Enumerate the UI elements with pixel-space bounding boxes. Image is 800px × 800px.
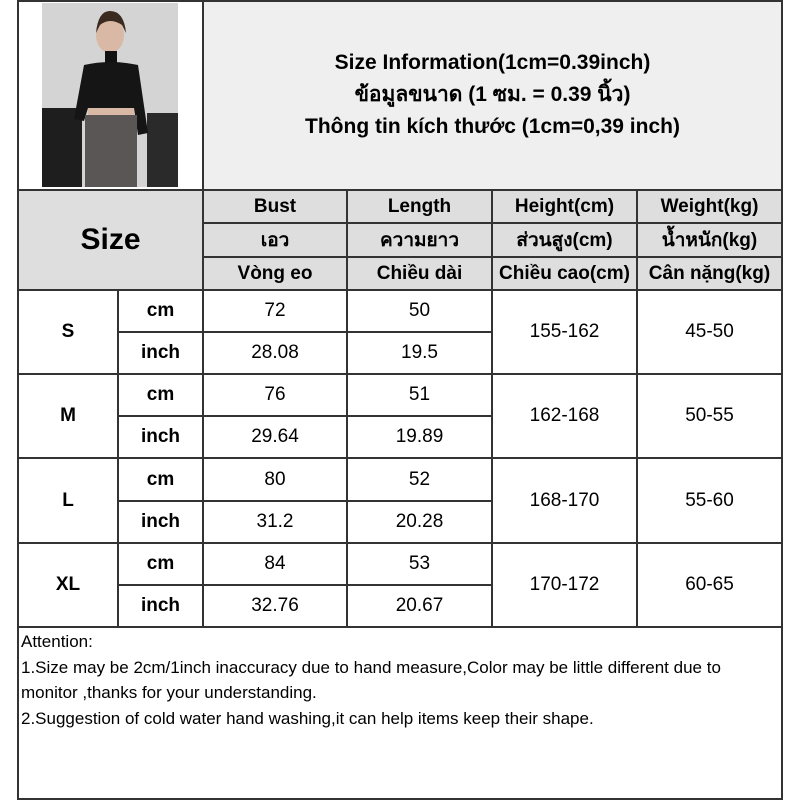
grid-line xyxy=(118,500,492,502)
bust-inch: 31.2 xyxy=(256,511,294,532)
grid-line xyxy=(17,457,783,459)
attention-note-2: 2.Suggestion of cold water hand washing,… xyxy=(21,708,594,728)
unit-label-cm: cm xyxy=(146,468,175,490)
unit-label-cm: cm xyxy=(146,553,175,574)
unit-label-cm: cm xyxy=(146,300,175,321)
length-inch: 19.89 xyxy=(395,426,444,447)
weight-range: 50-55 xyxy=(685,405,734,426)
length-inch: 19.5 xyxy=(401,342,438,363)
bust-cm: 72 xyxy=(264,300,286,321)
size-header: Size xyxy=(18,190,203,290)
length-cm: 50 xyxy=(408,300,431,321)
grid-line xyxy=(17,626,783,628)
column-header-th: น้ำหนัก(kg) xyxy=(637,223,782,257)
grid-line xyxy=(636,190,638,627)
column-header-th: ส่วนสูง(cm) xyxy=(492,223,637,257)
bust-cm: 84 xyxy=(264,553,286,574)
height-range: 170-172 xyxy=(529,574,600,595)
unit-label-inch: inch xyxy=(140,426,181,447)
column-header-th: เอว xyxy=(203,223,347,257)
size-label: M xyxy=(60,405,76,426)
attention-heading: Attention: xyxy=(21,632,93,651)
column-header-en: Height(cm) xyxy=(492,190,637,223)
grid-line xyxy=(17,798,783,800)
size-label: XL xyxy=(55,574,81,595)
grid-line xyxy=(17,0,19,800)
size-label: S xyxy=(61,321,75,342)
length-cm: 53 xyxy=(408,553,431,574)
grid-line xyxy=(17,373,783,375)
column-header-th: ความยาว xyxy=(347,223,492,257)
height-range: 168-170 xyxy=(529,489,600,511)
title-vietnamese: Thông tin kích thước (1cm=0,39 inch) xyxy=(305,115,680,138)
unit-label-inch: inch xyxy=(140,595,181,616)
grid-line xyxy=(118,415,492,417)
unit-label-inch: inch xyxy=(140,511,181,532)
bust-inch: 28.08 xyxy=(251,342,299,363)
grid-line xyxy=(118,584,492,586)
size-information-title: Size Information(1cm=0.39inch) ข้อมูลขนา… xyxy=(203,0,782,190)
unit-label-cm: cm xyxy=(146,384,175,405)
bust-cm: 80 xyxy=(264,468,286,490)
height-range: 162-168 xyxy=(529,405,600,426)
product-photo xyxy=(42,3,178,187)
bust-inch: 29.64 xyxy=(251,426,299,447)
size-label: L xyxy=(62,489,74,511)
grid-line xyxy=(346,190,348,627)
grid-line xyxy=(202,290,204,627)
attention-notes: Attention: 1.Size may be 2cm/1inch inacc… xyxy=(21,629,781,731)
weight-range: 55-60 xyxy=(685,489,734,511)
column-header-en: Bust xyxy=(203,190,347,223)
length-cm: 51 xyxy=(408,384,431,405)
weight-range: 60-65 xyxy=(685,574,734,595)
grid-line xyxy=(118,331,492,333)
column-header-en: Weight(kg) xyxy=(637,190,782,223)
grid-line xyxy=(17,0,783,2)
title-english: Size Information(1cm=0.39inch) xyxy=(334,51,651,74)
column-header-vi: Chiều dài xyxy=(347,257,492,290)
length-cm: 52 xyxy=(408,468,431,490)
column-header-vi: Chiều cao(cm) xyxy=(492,257,637,290)
column-header-vi: Vòng eo xyxy=(203,257,347,290)
length-inch: 20.67 xyxy=(395,595,444,616)
grid-line xyxy=(17,189,783,191)
grid-line xyxy=(17,542,783,544)
title-thai: ข้อมูลขนาด (1 ซม. = 0.39 นิ้ว) xyxy=(354,83,631,106)
bust-inch: 32.76 xyxy=(251,595,299,616)
grid-line xyxy=(17,289,783,291)
grid-line xyxy=(202,0,204,290)
attention-note-1: 1.Size may be 2cm/1inch inaccuracy due t… xyxy=(21,657,721,703)
length-inch: 20.28 xyxy=(395,511,444,532)
unit-label-inch: inch xyxy=(140,342,181,363)
grid-line xyxy=(117,290,119,627)
weight-range: 45-50 xyxy=(685,321,734,342)
column-header-vi: Cân nặng(kg) xyxy=(637,257,782,290)
height-range: 155-162 xyxy=(529,321,600,342)
grid-line xyxy=(491,190,493,627)
bust-cm: 76 xyxy=(264,384,286,405)
column-header-en: Length xyxy=(347,190,492,223)
grid-line xyxy=(781,0,783,800)
